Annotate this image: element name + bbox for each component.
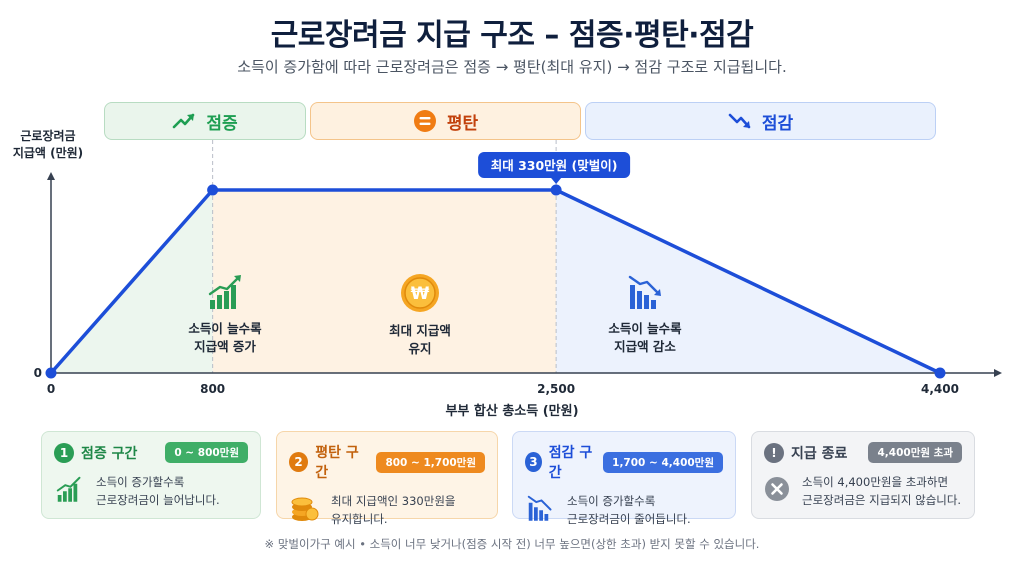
income-benefit-chart: 0 800 2,500 4,400 0 부부 합산 총소득 (만원) 최대 330만원 (맞… (34, 140, 1002, 419)
annotation-increase: 소득이 늘수록 지급액 증가 (150, 272, 300, 356)
page-subtitle: 소득이 증가함에 따라 근로장려금은 점증 → 평탄(최대 유지) → 점감 구… (237, 58, 787, 76)
card-increase-section: 1 점증 구간 0 ~ 800만원 소득이 증가할수록 근로장려금이 늘어납니다… (41, 431, 261, 519)
phase-label-decrease: 점감 (761, 113, 794, 134)
card-number-badge: ! (764, 442, 784, 463)
phase-label-increase: 점증 (206, 113, 238, 134)
page-title: 근로장려금 지급 구조 – 점증·평탄·점감 (270, 18, 754, 53)
bar-chart-up-icon (150, 272, 300, 312)
card-text-line1: 소득이 증가할수록 (567, 494, 656, 508)
annotation-decrease-line2: 지급액 감소 (614, 339, 676, 354)
equals-icon (413, 109, 437, 133)
data-point (207, 184, 219, 196)
x-tick-label: 0 (47, 382, 55, 396)
benefit-line (49, 188, 941, 375)
card-range-badge: 800 ~ 1,700만원 (376, 451, 485, 473)
card-text-line2: 근로장려금이 줄어듭니다. (567, 512, 691, 526)
annotation-increase-line1: 소득이 늘수록 (188, 321, 262, 336)
annotation-decrease-line1: 소득이 늘수록 (608, 321, 682, 336)
y-axis-arrow (47, 172, 55, 180)
x-tick-label: 4,400 (921, 382, 959, 396)
card-number-badge: 2 (289, 452, 309, 472)
peak-callout (478, 152, 631, 178)
card-text-line2: 근로장려금은 지급되지 않습니다. (802, 493, 962, 507)
card-title: 지급 종료 (791, 445, 848, 462)
card-end-section: ! 지급 종료 4,400만원 초과 소득이 4,400만원을 초과하면 근로장… (751, 431, 975, 519)
region-flat (212, 190, 557, 373)
card-text-line1: 최대 지급액인 330만원을 (331, 494, 456, 508)
coin-stack-icon (289, 493, 319, 527)
annotation-increase-line2: 지급액 증가 (194, 339, 256, 354)
bar-chart-down-icon (570, 272, 720, 312)
card-range-badge: 0 ~ 800만원 (165, 442, 248, 463)
peak-label: 최대 330만원 (맞벌이) (491, 158, 618, 173)
x-tick-label: 2,500 (537, 382, 575, 396)
y-axis-label: 근로장려금 지급액 (만원) (8, 128, 88, 162)
trend-down-icon (728, 112, 752, 130)
card-range-badge: 1,700 ~ 4,400만원 (603, 451, 723, 473)
x-tick-label: 800 (200, 382, 225, 396)
card-number-badge: 1 (54, 442, 74, 463)
phase-label-flat: 평탄 (446, 113, 479, 134)
card-title: 점증 구간 (81, 445, 138, 462)
y-tick-label: 0 (34, 366, 42, 380)
phase-band-increase: 점증 (104, 102, 306, 140)
card-text-line2: 유지합니다. (331, 512, 388, 526)
card-number-badge: 3 (525, 452, 542, 472)
card-text-line1: 소득이 4,400만원을 초과하면 (802, 475, 949, 489)
card-text-line1: 소득이 증가할수록 (96, 475, 185, 489)
card-title: 평탄 구간 (315, 445, 359, 481)
x-axis-arrow (994, 369, 1002, 377)
annotation-flat: ₩ 최대 지급액 유지 (345, 272, 495, 358)
card-range-badge: 4,400만원 초과 (868, 442, 962, 463)
phase-band-flat: 평탄 (310, 102, 581, 140)
card-flat-section: 2 평탄 구간 800 ~ 1,700만원 최대 지급액인 330만원을 유지합… (276, 431, 498, 526)
card-text-line2: 근로장려금이 늘어납니다. (96, 493, 220, 507)
annotation-flat-line1: 최대 지급액 (389, 323, 451, 338)
won-coin-icon: ₩ (345, 272, 495, 314)
phase-band-decrease: 점감 (585, 102, 936, 140)
data-point (550, 184, 562, 196)
trend-up-icon (172, 112, 196, 130)
close-circle-icon (764, 476, 790, 506)
bar-chart-down-icon (525, 493, 555, 527)
svg-text:₩: ₩ (411, 284, 430, 304)
card-title: 점감 구간 (548, 445, 593, 481)
x-axis-label: 부부 합산 총소득 (만원) (445, 403, 578, 419)
card-decrease-section: 3 점감 구간 1,700 ~ 4,400만원 소득이 증가할수록 근로장려금이… (512, 431, 736, 526)
bar-chart-up-icon (54, 474, 84, 508)
footnote: ※ 맞벌이가구 예시 • 소득이 너무 낮거나(점증 시작 전) 너무 높으면(… (264, 537, 760, 551)
data-point (45, 367, 57, 379)
data-point (934, 367, 946, 379)
peak-callout-pointer (551, 178, 562, 184)
annotation-decrease: 소득이 늘수록 지급액 감소 (570, 272, 720, 356)
y-axis-label-line2: 지급액 (만원) (12, 146, 84, 160)
y-axis-label-line1: 근로장려금 (20, 129, 76, 143)
annotation-flat-line2: 유지 (408, 341, 432, 356)
